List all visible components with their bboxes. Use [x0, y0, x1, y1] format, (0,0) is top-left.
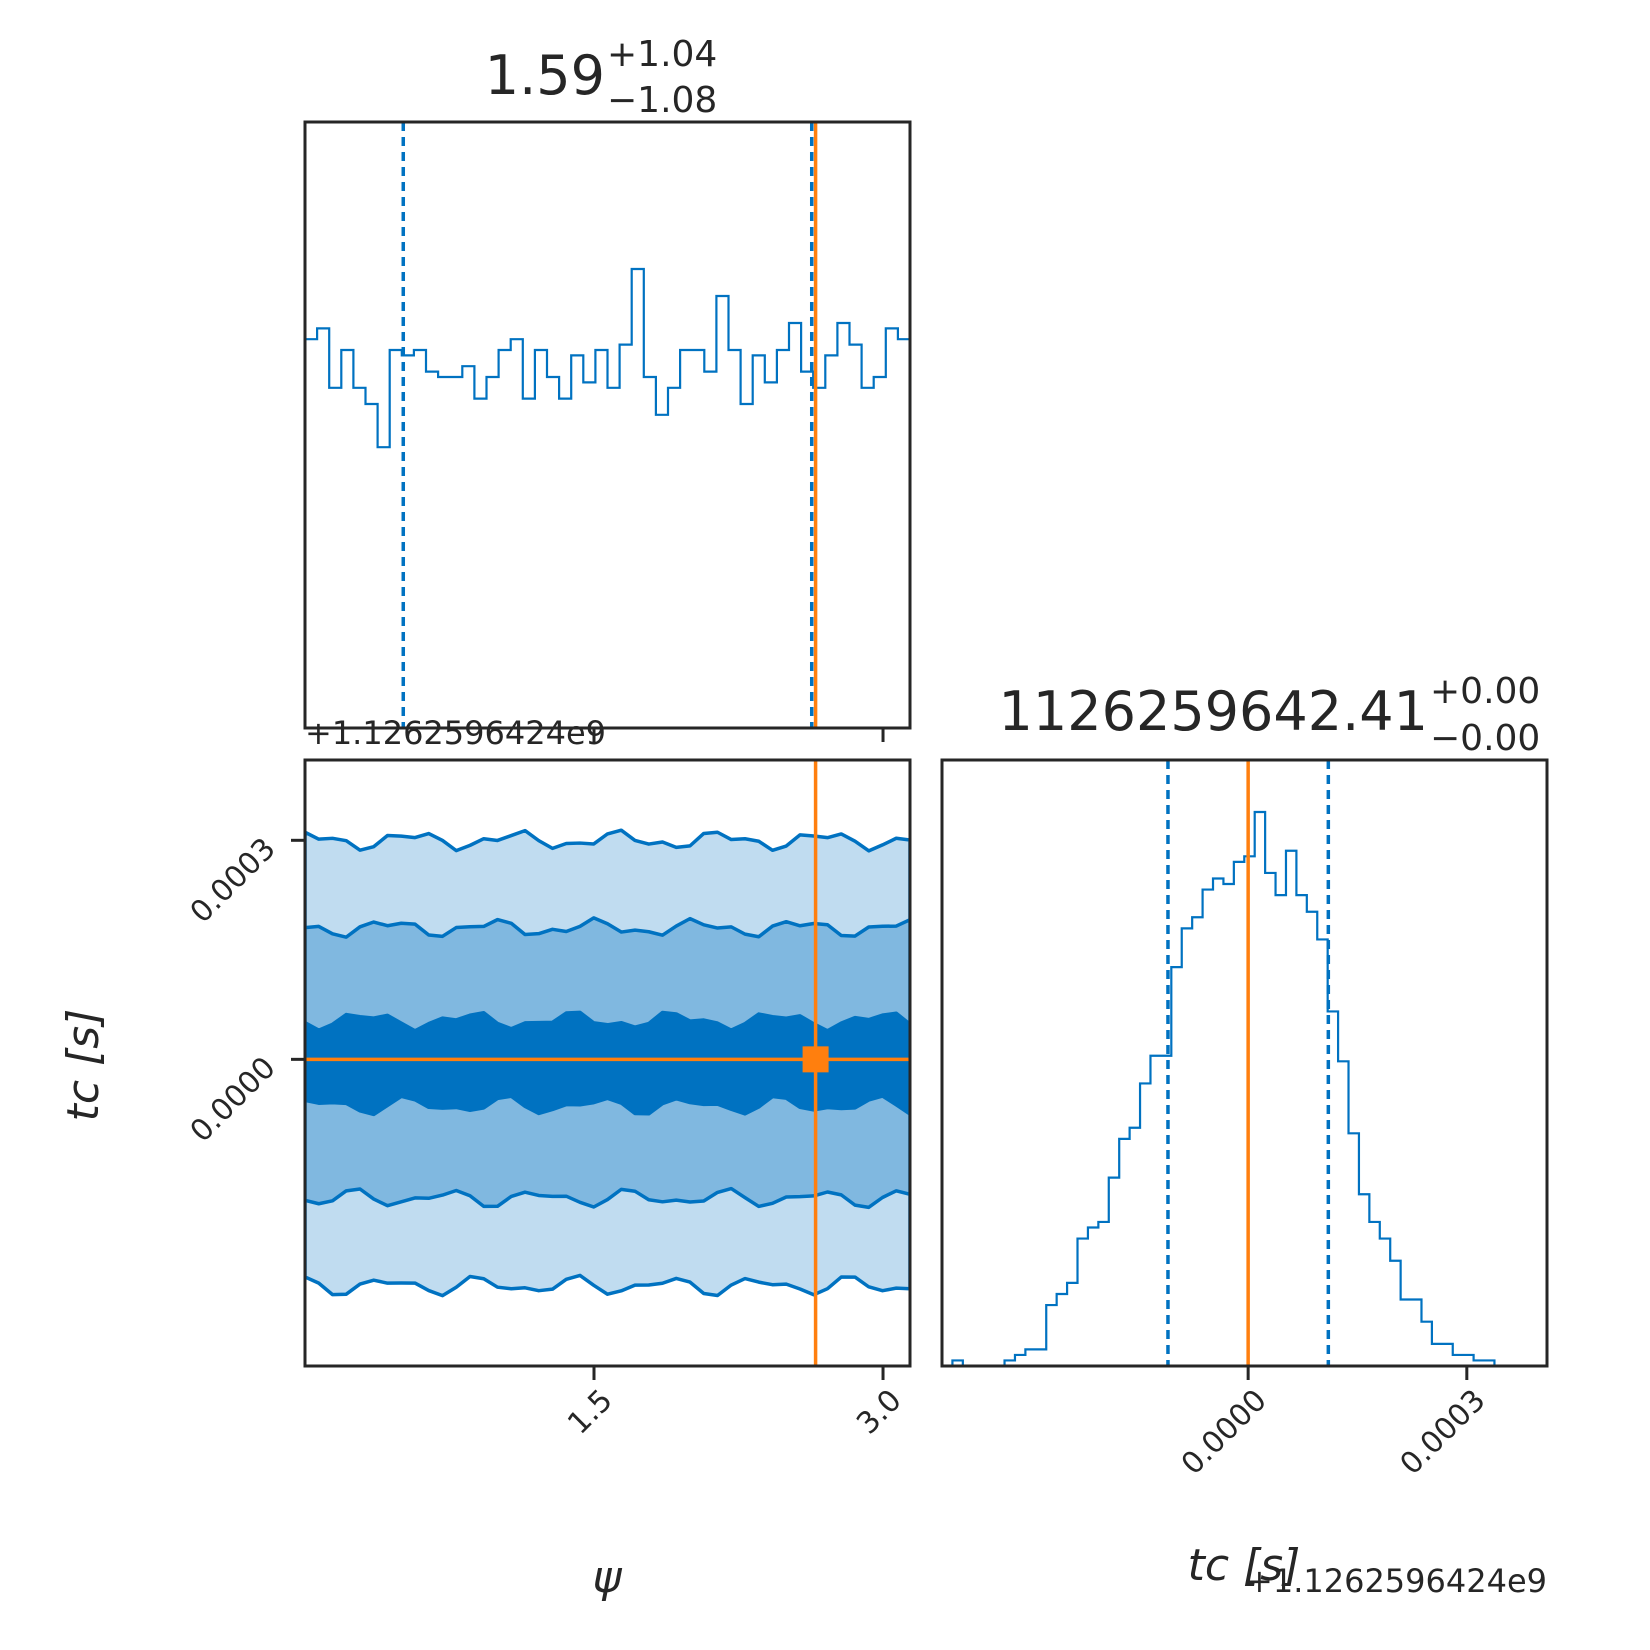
tc-x-tick-label-0: 0.0000 — [1175, 1383, 1274, 1482]
tc-x-tick-label-1: 0.0003 — [1393, 1383, 1492, 1482]
tc-histogram-frame — [940, 758, 1549, 1368]
tc-title: 1126259642.41 +0.00 −0.00 — [999, 671, 1541, 759]
psi-panel-offset-text: +1.1262596424e9 — [305, 714, 606, 752]
tc-y-tick-label-0: 0.0000 — [184, 1050, 283, 1149]
tc-x-offset-text: +1.1262596424e9 — [1246, 1562, 1547, 1600]
tc-histogram-steps — [942, 810, 1547, 1366]
psi-title: 1.59 +1.04 −1.08 — [485, 34, 718, 121]
psi-title-upper: +1.04 — [607, 34, 717, 75]
psi-title-lower: −1.08 — [607, 80, 717, 121]
tc-y-tick-label-1: 0.0003 — [184, 831, 283, 930]
psi-x-tick-label-1: 3.0 — [850, 1383, 908, 1441]
psi-histogram-steps — [305, 267, 910, 449]
tc-title-value: 1126259642.41 — [999, 680, 1428, 743]
truth-marker — [802, 1046, 829, 1073]
psi-histogram-frame — [303, 120, 912, 730]
tc-title-upper: +0.00 — [1430, 671, 1540, 712]
psi-tc-contour-panel — [303, 758, 912, 1368]
psi-title-value: 1.59 — [485, 44, 605, 107]
tc-y-axis-label: tᴄ [s] — [58, 1009, 109, 1122]
tc-title-lower: −0.00 — [1430, 718, 1540, 759]
contour-level-inner — [305, 1010, 910, 1117]
tc-histogram-panel — [940, 758, 1549, 1368]
tc-x-axis-label: tᴄ [s] — [1188, 1540, 1301, 1591]
psi-histogram-panel — [303, 120, 912, 730]
contour-frame — [303, 758, 912, 1368]
psi-x-tick-label-0: 1.5 — [561, 1383, 619, 1441]
psi-x-axis-label: ψ — [592, 1552, 622, 1603]
